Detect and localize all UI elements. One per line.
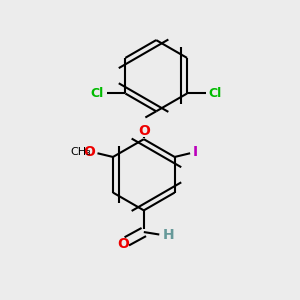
Text: H: H — [162, 228, 174, 242]
Text: Cl: Cl — [91, 87, 104, 100]
Text: O: O — [138, 124, 150, 138]
Text: O: O — [117, 237, 129, 251]
Text: O: O — [83, 145, 95, 159]
Text: CH₃: CH₃ — [71, 147, 92, 157]
Text: Cl: Cl — [208, 87, 222, 100]
Text: I: I — [192, 145, 197, 159]
